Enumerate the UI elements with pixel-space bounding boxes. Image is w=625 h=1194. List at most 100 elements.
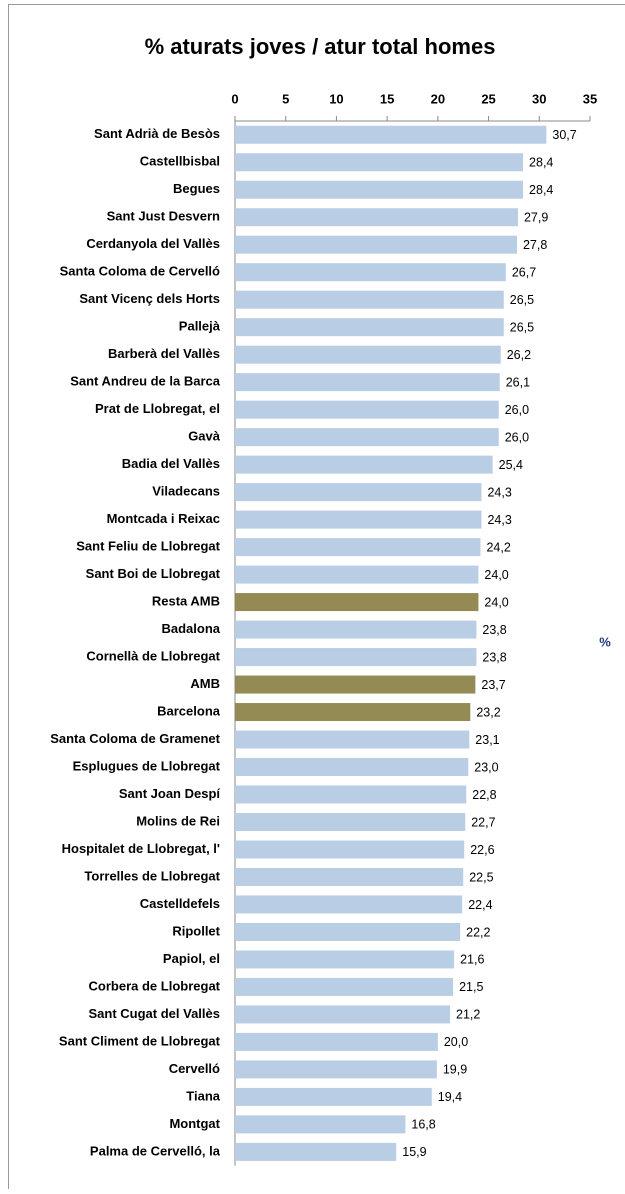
y-tick-label: Sant Climent de Llobregat bbox=[59, 1033, 221, 1048]
value-label: 23,0 bbox=[474, 760, 498, 774]
bar bbox=[235, 895, 462, 913]
bar bbox=[235, 126, 546, 144]
bar bbox=[235, 566, 478, 584]
x-tick-label: 30 bbox=[532, 91, 546, 106]
bar bbox=[235, 840, 464, 858]
bar bbox=[235, 758, 468, 776]
bar bbox=[235, 676, 475, 694]
x-tick-label: 35 bbox=[583, 91, 597, 106]
value-label: 24,3 bbox=[487, 485, 511, 499]
value-label: 22,4 bbox=[468, 898, 492, 912]
bar bbox=[235, 621, 476, 639]
bar bbox=[235, 1088, 432, 1106]
y-tick-label: Cerdanyola del Vallès bbox=[86, 236, 220, 251]
y-tick-label: Palma de Cervelló, la bbox=[90, 1143, 221, 1158]
value-label: 24,3 bbox=[487, 513, 511, 527]
value-label: 24,0 bbox=[484, 595, 508, 609]
y-tick-label: Pallejà bbox=[179, 319, 221, 334]
bar bbox=[235, 1060, 437, 1078]
y-tick-label: Sant Cugat del Vallès bbox=[89, 1006, 221, 1021]
value-label: 21,5 bbox=[459, 980, 483, 994]
value-label: 21,2 bbox=[456, 1008, 480, 1022]
bar bbox=[235, 318, 504, 336]
y-tick-label: Montcada i Reixac bbox=[107, 511, 220, 526]
y-tick-label: Badalona bbox=[161, 621, 220, 636]
y-tick-label: Corbera de Llobregat bbox=[89, 978, 221, 993]
value-label: 26,2 bbox=[507, 348, 531, 362]
y-tick-label: Sant Adrià de Besòs bbox=[94, 126, 220, 141]
bar bbox=[235, 703, 470, 721]
bar bbox=[235, 923, 460, 941]
x-tick-label: 20 bbox=[431, 91, 445, 106]
y-tick-label: Papiol, el bbox=[163, 951, 220, 966]
value-label: 23,2 bbox=[476, 705, 500, 719]
bar bbox=[235, 1033, 438, 1051]
bar bbox=[235, 346, 501, 364]
y-tick-label: Badia del Vallès bbox=[122, 456, 220, 471]
y-tick-label: Resta AMB bbox=[152, 594, 220, 609]
bar bbox=[235, 786, 466, 804]
x-tick-label: 5 bbox=[282, 91, 289, 106]
y-tick-label: Sant Just Desvern bbox=[107, 209, 220, 224]
bar bbox=[235, 950, 454, 968]
y-tick-label: Viladecans bbox=[152, 484, 220, 499]
y-tick-label: AMB bbox=[190, 676, 220, 691]
value-label: 26,1 bbox=[506, 375, 530, 389]
value-label: 26,7 bbox=[512, 265, 536, 279]
value-label: 28,4 bbox=[529, 183, 553, 197]
y-tick-label: Sant Boi de Llobregat bbox=[86, 566, 221, 581]
y-tick-label: Barberà del Vallès bbox=[108, 346, 220, 361]
bar bbox=[235, 538, 480, 556]
y-tick-label: Ripollet bbox=[172, 923, 220, 938]
value-label: 24,2 bbox=[486, 540, 510, 554]
bar bbox=[235, 401, 499, 419]
value-label: 26,5 bbox=[510, 320, 534, 334]
bar bbox=[235, 593, 478, 611]
value-label: 24,0 bbox=[484, 568, 508, 582]
y-tick-label: Cervelló bbox=[169, 1061, 220, 1076]
bar bbox=[235, 208, 518, 226]
value-label: 19,4 bbox=[438, 1090, 462, 1104]
value-label: 26,0 bbox=[505, 430, 529, 444]
x-tick-label: 25 bbox=[481, 91, 495, 106]
y-tick-label: Prat de Llobregat, el bbox=[95, 401, 220, 416]
y-tick-label: Gavà bbox=[188, 429, 221, 444]
y-tick-label: Tiana bbox=[186, 1088, 220, 1103]
value-label: 22,8 bbox=[472, 788, 496, 802]
value-label: 27,8 bbox=[523, 238, 547, 252]
y-tick-label: Cornellà de Llobregat bbox=[86, 648, 220, 663]
y-tick-label: Hospitalet de Llobregat, l' bbox=[62, 841, 220, 856]
value-label: 26,5 bbox=[510, 293, 534, 307]
y-tick-label: Sant Joan Despí bbox=[119, 786, 221, 801]
y-tick-label: Castelldefels bbox=[140, 896, 220, 911]
y-tick-label: Esplugues de Llobregat bbox=[73, 758, 221, 773]
bar bbox=[235, 511, 481, 529]
value-label: 22,5 bbox=[469, 870, 493, 884]
value-label: 23,8 bbox=[482, 623, 506, 637]
bar bbox=[235, 428, 499, 446]
bar bbox=[235, 181, 523, 199]
bar bbox=[235, 153, 523, 171]
y-tick-label: Sant Vicenç dels Horts bbox=[79, 291, 220, 306]
value-label: 23,1 bbox=[475, 733, 499, 747]
value-label: 22,7 bbox=[471, 815, 495, 829]
value-label: 25,4 bbox=[499, 458, 523, 472]
y-tick-label: Sant Feliu de Llobregat bbox=[76, 539, 220, 554]
value-label: 23,8 bbox=[482, 650, 506, 664]
bar bbox=[235, 291, 504, 309]
value-label: 22,6 bbox=[470, 843, 494, 857]
y-tick-label: Santa Coloma de Cervelló bbox=[60, 264, 220, 279]
y-tick-label: Barcelona bbox=[157, 703, 221, 718]
value-label: 16,8 bbox=[411, 1118, 435, 1132]
y-tick-label: Begues bbox=[173, 181, 220, 196]
x-tick-label: 15 bbox=[380, 91, 394, 106]
bar bbox=[235, 1143, 396, 1161]
bar bbox=[235, 1115, 405, 1133]
bar bbox=[235, 648, 476, 666]
y-tick-label: Montgat bbox=[169, 1116, 220, 1131]
value-label: 20,0 bbox=[444, 1035, 468, 1049]
value-label: 15,9 bbox=[402, 1145, 426, 1159]
value-label: 27,9 bbox=[524, 211, 548, 225]
value-label: 26,0 bbox=[505, 403, 529, 417]
